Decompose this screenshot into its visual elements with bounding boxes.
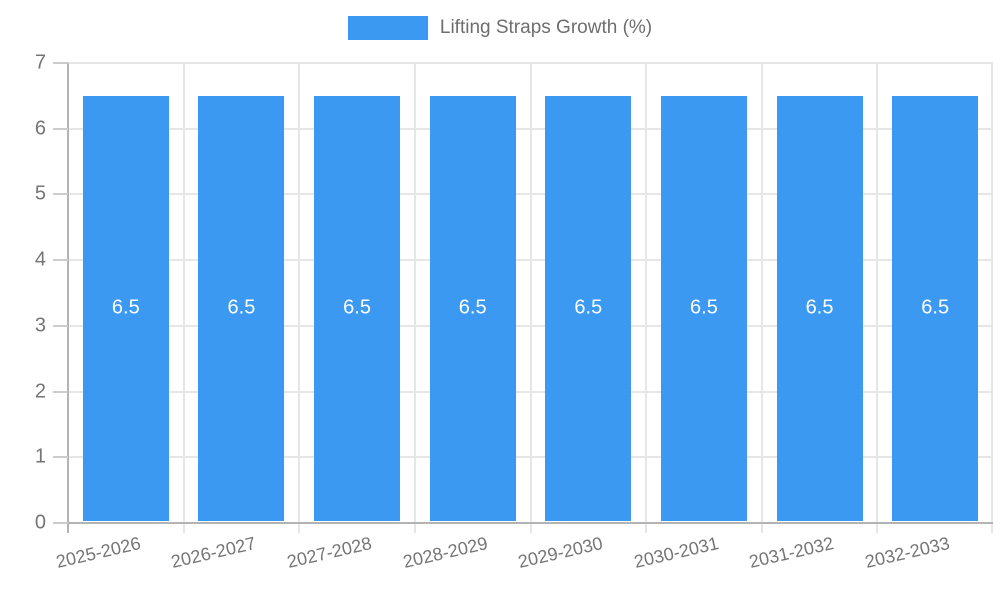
- bar-2025-2026: 6.5: [82, 95, 169, 521]
- y-tick-mark: [53, 390, 68, 393]
- y-tick-mark: [53, 62, 68, 64]
- y-axis-line: [67, 63, 69, 533]
- gridline-vertical: [991, 63, 993, 533]
- bar-value-label: 6.5: [343, 296, 371, 319]
- x-tick-label: 2026-2027: [169, 533, 258, 572]
- bar-value-label: 6.5: [111, 296, 140, 319]
- legend-label: Lifting Straps Growth (%): [439, 17, 653, 38]
- bar-value-label: 6.5: [574, 296, 603, 319]
- x-tick-label: 2029-2030: [516, 533, 605, 572]
- gridline-vertical: [760, 63, 763, 533]
- x-tick-label: 2028-2029: [400, 533, 490, 572]
- bar-value-label: 6.5: [690, 296, 718, 319]
- y-tick-label: 5: [34, 182, 46, 205]
- gridline-vertical: [645, 63, 648, 533]
- gridline-vertical: [182, 63, 185, 533]
- x-tick-label: 2032-2033: [863, 533, 952, 572]
- bar-2029-2030: 6.5: [545, 95, 632, 521]
- gridline-vertical: [413, 63, 416, 533]
- bar-2032-2033: 6.5: [892, 95, 979, 521]
- gridline-vertical: [876, 63, 879, 533]
- bar-value-label: 6.5: [921, 296, 950, 319]
- y-tick-mark: [53, 522, 68, 524]
- bar-value-label: 6.5: [458, 296, 487, 319]
- legend: Lifting Straps Growth (%): [0, 16, 1000, 40]
- gridline-vertical: [529, 63, 532, 533]
- y-tick-label: 0: [34, 511, 46, 534]
- y-tick-mark: [53, 324, 68, 327]
- gridline-vertical: [298, 63, 301, 533]
- y-tick-label: 6: [34, 117, 46, 140]
- bar-2030-2031: 6.5: [660, 95, 747, 521]
- y-tick-mark: [53, 193, 68, 196]
- bar-value-label: 6.5: [227, 296, 256, 319]
- x-tick-label: 2030-2031: [632, 533, 721, 572]
- x-axis-line: [68, 522, 993, 524]
- y-tick-mark: [53, 127, 68, 130]
- bar-2026-2027: 6.5: [198, 95, 285, 521]
- y-tick-label: 3: [34, 314, 46, 337]
- y-tick-label: 1: [34, 445, 46, 468]
- x-tick-label: 2025-2026: [53, 533, 143, 572]
- y-tick-mark: [53, 259, 68, 262]
- bar-2028-2029: 6.5: [429, 95, 516, 521]
- y-tick-label: 4: [34, 248, 46, 271]
- bar-value-label: 6.5: [805, 296, 834, 319]
- x-tick-label: 2027-2028: [285, 533, 374, 572]
- y-tick-mark: [53, 456, 68, 459]
- bar-2031-2032: 6.5: [776, 95, 863, 521]
- bar-2027-2028: 6.5: [314, 95, 401, 521]
- legend-swatch: [347, 16, 428, 40]
- x-tick-label: 2031-2032: [747, 533, 837, 572]
- y-tick-label: 7: [34, 51, 46, 74]
- y-tick-label: 2: [34, 380, 46, 403]
- plot-area: 6.5 6.5 6.5 6.5 6.5 6.5 6.5 6.5: [67, 62, 993, 533]
